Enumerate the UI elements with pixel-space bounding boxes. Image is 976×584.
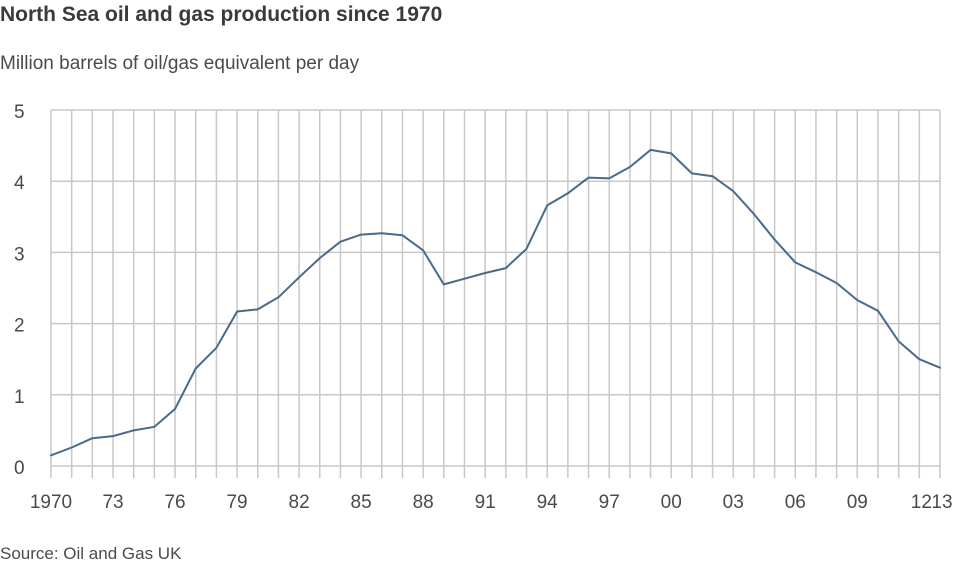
- x-tick-label: 88: [413, 492, 434, 513]
- x-tick-label: 94: [537, 492, 559, 513]
- y-tick-label: 1: [14, 387, 25, 408]
- chart-title: North Sea oil and gas production since 1…: [0, 3, 443, 26]
- x-axis-labels: 1970 73 76 79 82 85 88 91 94 97 00 03 06 09 12 13: [30, 492, 953, 513]
- x-tick-label: 09: [847, 492, 868, 513]
- x-tick-label: 79: [226, 492, 247, 513]
- x-tick-label: 03: [723, 492, 744, 513]
- gridlines: [50, 109, 941, 478]
- x-tick-label: 13: [931, 492, 952, 513]
- x-tick-label: 12: [911, 492, 932, 513]
- x-tick-label: 82: [289, 492, 310, 513]
- y-tick-label: 0: [14, 458, 25, 479]
- x-tick-label: 97: [599, 492, 620, 513]
- x-tick-label: 00: [661, 492, 682, 513]
- production-line: [50, 148, 941, 457]
- source-note: Source: Oil and Gas UK: [0, 544, 182, 563]
- y-tick-label: 3: [14, 244, 25, 265]
- y-tick-label: 2: [14, 316, 25, 337]
- y-tick-label: 5: [14, 102, 25, 123]
- y-tick-label: 4: [14, 173, 25, 194]
- y-axis-labels: 0 1 2 3 4 5: [14, 102, 25, 479]
- x-tick-label: 1970: [30, 492, 72, 513]
- x-tick-label: 06: [785, 492, 806, 513]
- x-tick-label: 91: [475, 492, 496, 513]
- chart-subtitle: Million barrels of oil/gas equivalent pe…: [0, 53, 360, 74]
- x-tick-label: 73: [102, 492, 123, 513]
- x-tick-label: 85: [351, 492, 372, 513]
- x-tick-label: 76: [164, 492, 185, 513]
